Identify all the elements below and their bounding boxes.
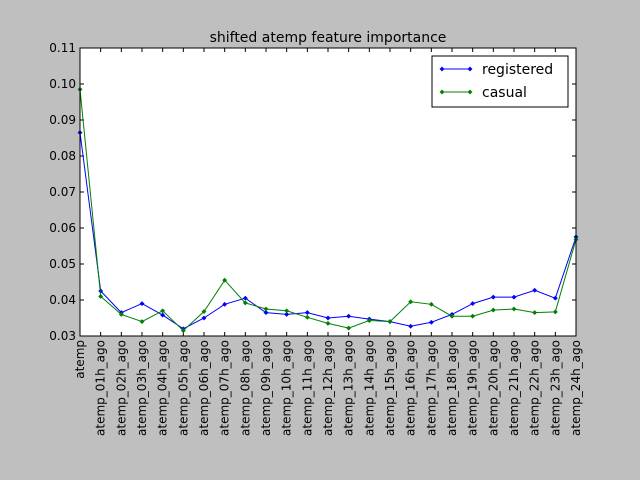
- legend-swatch-marker: [439, 66, 445, 72]
- x-tick-label: atemp_12h_ago: [321, 340, 335, 436]
- y-tick-label: 0.11: [49, 41, 76, 55]
- data-point-registered: [222, 301, 228, 307]
- x-tick-label: atemp_02h_ago: [114, 340, 128, 436]
- data-point-casual: [346, 325, 352, 331]
- x-tick-label: atemp_24h_ago: [569, 340, 583, 436]
- data-point-casual: [532, 310, 538, 316]
- data-point-registered: [284, 311, 290, 317]
- x-tick-label: atemp: [73, 340, 87, 379]
- y-tick-label: 0.09: [49, 113, 76, 127]
- x-tick-label: atemp_06h_ago: [197, 340, 211, 436]
- data-point-casual: [118, 311, 124, 317]
- data-point-casual: [428, 301, 434, 307]
- data-point-casual: [449, 313, 455, 319]
- series-layer: [77, 86, 579, 334]
- y-tick-label: 0.08: [49, 149, 76, 163]
- data-point-casual: [263, 306, 269, 312]
- data-point-casual: [325, 320, 331, 326]
- x-tick-label: atemp_23h_ago: [548, 340, 562, 436]
- x-tick-label: atemp_01h_ago: [94, 340, 108, 436]
- data-point-casual: [552, 309, 558, 315]
- legend-box: [431, 55, 569, 108]
- data-point-registered: [139, 301, 145, 307]
- x-tick-label: atemp_10h_ago: [280, 340, 294, 436]
- legend-swatch-marker: [467, 89, 473, 95]
- legend: registered casual: [431, 55, 569, 108]
- data-point-registered: [428, 319, 434, 325]
- data-point-casual: [284, 308, 290, 314]
- data-point-casual: [387, 319, 393, 325]
- x-tick-label: atemp_04h_ago: [156, 340, 170, 436]
- legend-swatch-marker: [467, 66, 473, 72]
- plot-frame: [79, 47, 577, 337]
- data-point-registered: [325, 315, 331, 321]
- x-tick-label: atemp_09h_ago: [259, 340, 273, 436]
- data-point-registered: [160, 312, 166, 318]
- data-point-casual: [470, 313, 476, 319]
- data-point-registered: [470, 301, 476, 307]
- x-tick-label: atemp_19h_ago: [466, 340, 480, 436]
- legend-label-registered: registered: [482, 62, 553, 78]
- data-point-casual: [366, 317, 372, 324]
- data-point-casual: [511, 306, 517, 312]
- x-tick-label: atemp_13h_ago: [342, 340, 356, 436]
- y-tick-label: 0.06: [49, 221, 76, 235]
- data-point-casual: [490, 307, 496, 313]
- x-tick-label: atemp_18h_ago: [445, 340, 459, 436]
- data-point-casual: [242, 300, 248, 306]
- data-point-registered: [552, 295, 558, 301]
- x-tick-label: atemp_14h_ago: [362, 340, 376, 436]
- data-point-casual: [201, 308, 207, 315]
- data-point-registered: [511, 294, 517, 300]
- legend-label-casual: casual: [482, 85, 527, 101]
- chart-title: shifted atemp feature importance: [210, 30, 447, 46]
- data-point-casual: [160, 308, 166, 314]
- data-point-casual: [304, 314, 310, 320]
- x-tick-label: atemp_05h_ago: [176, 340, 190, 436]
- data-point-casual: [222, 277, 228, 283]
- data-point-registered: [532, 287, 538, 293]
- y-tick-label: 0.04: [49, 293, 76, 307]
- x-tick-label: atemp_17h_ago: [424, 340, 438, 436]
- series-registered: [77, 130, 579, 332]
- x-tick-label: atemp_16h_ago: [404, 340, 418, 436]
- data-point-casual: [139, 319, 145, 325]
- data-point-registered: [346, 313, 352, 319]
- series-casual: [77, 86, 579, 334]
- x-tick-label: atemp_20h_ago: [486, 340, 500, 436]
- x-tick-label: atemp_22h_ago: [528, 340, 542, 436]
- legend-swatch-marker: [439, 89, 445, 95]
- x-tick-label: atemp_15h_ago: [383, 340, 397, 436]
- y-tick-label: 0.03: [49, 329, 76, 343]
- y-tick-label: 0.05: [49, 257, 76, 271]
- data-point-casual: [180, 328, 186, 334]
- data-point-registered: [263, 310, 269, 316]
- y-tick-label: 0.07: [49, 185, 76, 199]
- x-tick-label: atemp_21h_ago: [507, 340, 521, 436]
- data-point-registered: [201, 315, 207, 321]
- x-tick-label: atemp_11h_ago: [300, 340, 314, 436]
- x-tick-label: atemp_03h_ago: [135, 340, 149, 436]
- data-point-registered: [408, 323, 414, 329]
- tick-layer: 0.03 0.04 0.05 0.06 0.07 0.08 0.09 0.10 0.11 atem…: [49, 41, 583, 436]
- data-point-casual: [98, 293, 104, 299]
- x-tick-label: atemp_08h_ago: [238, 340, 252, 436]
- data-point-registered: [490, 294, 496, 300]
- y-tick-label: 0.10: [49, 77, 76, 91]
- data-point-casual: [408, 299, 414, 305]
- x-tick-label: atemp_07h_ago: [218, 340, 232, 436]
